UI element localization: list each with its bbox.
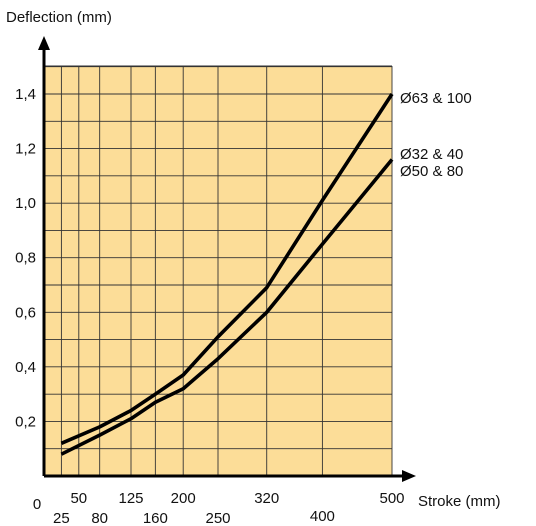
y-tick-label: 0,4 bbox=[15, 359, 36, 376]
x-tick-label: 0 bbox=[33, 496, 41, 513]
axes bbox=[38, 36, 416, 482]
series-line-2 bbox=[60, 158, 394, 456]
series-line-1 bbox=[60, 93, 394, 445]
labels-group: Deflection (mm) Stroke (mm) 0,2 0,4 0,6 0,8 1,… bbox=[6, 9, 501, 526]
x-tick-label: 125 bbox=[118, 490, 143, 507]
legend-series-1: Ø63 & 100 bbox=[400, 90, 472, 107]
legend-series-2-line-2: Ø50 & 80 bbox=[400, 163, 463, 180]
x-tick-label: 160 bbox=[143, 510, 168, 526]
y-axis-title: Deflection (mm) bbox=[6, 9, 112, 26]
y-tick-label: 0,2 bbox=[15, 413, 36, 430]
x-axis-arrow bbox=[402, 470, 416, 482]
y-tick-label: 1,4 bbox=[15, 86, 36, 103]
x-tick-label: 320 bbox=[254, 490, 279, 507]
grid-lines bbox=[44, 65, 393, 476]
x-tick-label: 200 bbox=[171, 490, 196, 507]
y-tick-label: 0,6 bbox=[15, 304, 36, 321]
y-tick-label: 0,8 bbox=[15, 250, 36, 267]
x-tick-label: 50 bbox=[70, 490, 87, 507]
y-tick-label: 1,0 bbox=[15, 195, 36, 212]
x-tick-label: 80 bbox=[91, 510, 108, 526]
legend-series-2-line-1: Ø32 & 40 bbox=[400, 146, 463, 163]
x-tick-label: 500 bbox=[379, 490, 404, 507]
y-tick-label: 1,2 bbox=[15, 141, 36, 158]
x-tick-label: 400 bbox=[310, 508, 335, 525]
x-axis-title: Stroke (mm) bbox=[418, 493, 501, 510]
x-tick-label: 25 bbox=[53, 510, 70, 526]
y-axis-arrow bbox=[38, 36, 50, 50]
series-group bbox=[60, 93, 394, 456]
x-tick-label: 250 bbox=[205, 510, 230, 526]
